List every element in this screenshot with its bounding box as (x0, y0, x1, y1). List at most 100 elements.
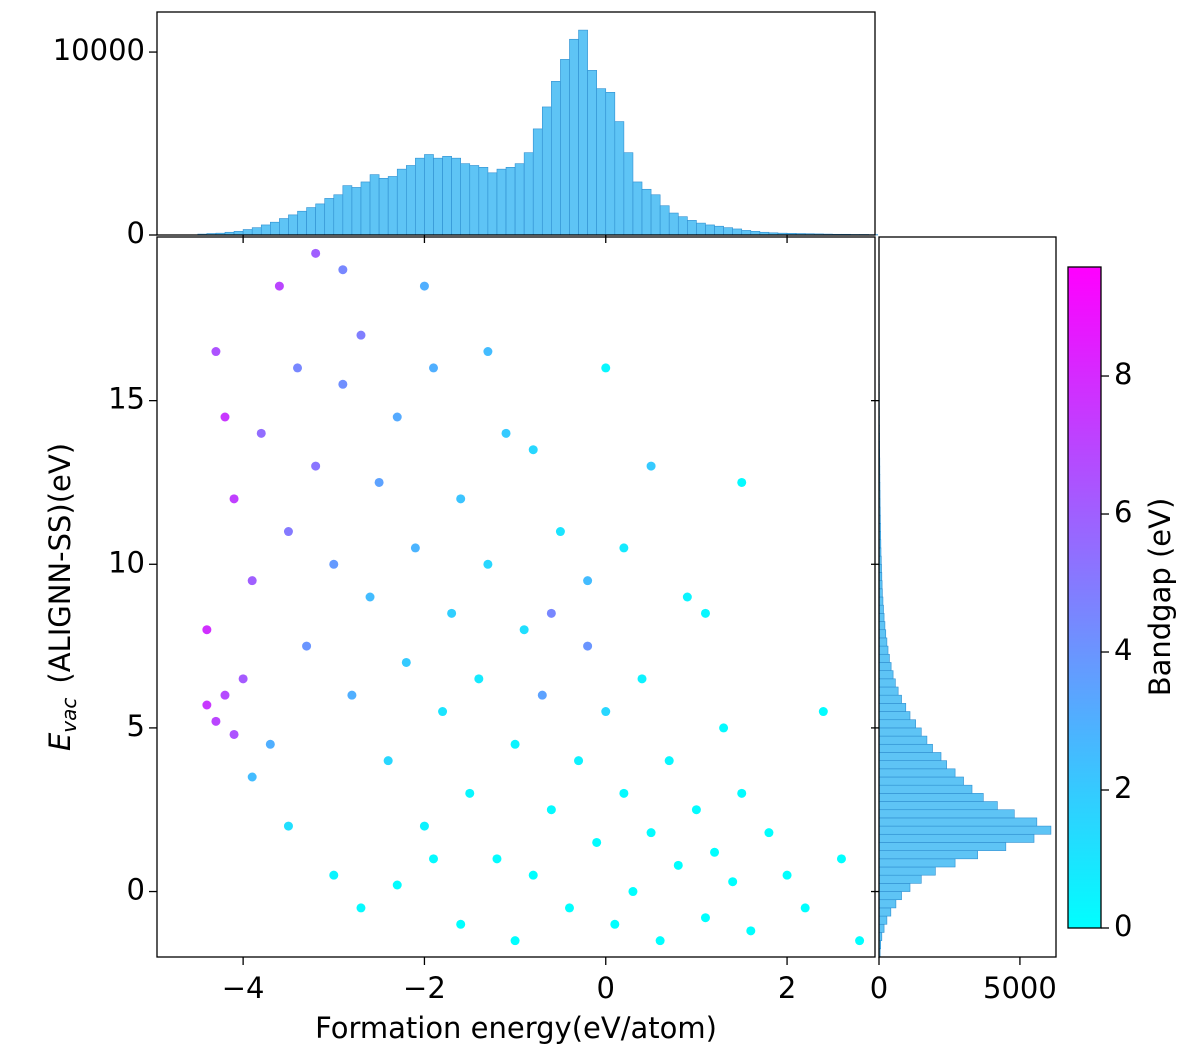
hist-bar (560, 59, 570, 236)
scatter-point (283, 821, 293, 831)
hist-bar (705, 224, 715, 236)
scatter-point (619, 543, 629, 553)
hist-bar (878, 743, 933, 753)
hist-bar (242, 229, 253, 236)
scatter-point (220, 690, 230, 700)
hist-bar (878, 825, 1052, 835)
hist-bar (687, 220, 697, 236)
hist-bar (723, 227, 733, 236)
scatter-point (528, 445, 538, 455)
scatter-point (510, 739, 520, 749)
hist-bar (632, 181, 643, 236)
hist-bar (387, 176, 398, 236)
y-label-text: (ALIGNN-SS)(eV) (43, 443, 77, 684)
colorbar-label: Bandgap (eV) (1143, 498, 1177, 697)
hist-bar (878, 833, 1035, 843)
hist-bar (251, 227, 262, 236)
scatter-point (465, 788, 475, 798)
scatter-point (574, 756, 584, 766)
scatter-point (583, 641, 593, 651)
scatter-point (419, 281, 429, 291)
scatter-point (592, 837, 602, 847)
axes-frame (878, 236, 1057, 958)
scatter-point (438, 707, 448, 717)
hist-bar (878, 776, 964, 786)
histogram (878, 302, 1052, 958)
scatter-point (383, 756, 393, 766)
colorbar-tick-label: 0 (1114, 909, 1132, 943)
hist-bar (378, 177, 389, 236)
y-tick-label: 0 (127, 216, 145, 250)
axes-frame (156, 236, 876, 958)
scatter-point (601, 707, 611, 717)
scatter-point (311, 461, 321, 471)
hist-bar (696, 222, 706, 236)
scatter-point (737, 788, 747, 798)
hist-bar (878, 842, 1007, 851)
scatter-point (211, 347, 221, 357)
scatter-point (619, 788, 629, 798)
scatter-point (637, 674, 647, 684)
hist-bar (878, 866, 936, 876)
scatter-point (691, 805, 701, 815)
scatter-point (429, 854, 439, 864)
hist-bar (605, 92, 616, 236)
scatter-point (410, 543, 420, 553)
hist-bar (505, 167, 516, 236)
y-label-symbol: E (43, 732, 77, 751)
colorbar-tick-label: 4 (1114, 633, 1132, 667)
scatter-point (655, 936, 665, 946)
scatter-point (265, 739, 275, 749)
hist-bar (878, 907, 892, 917)
scatter-point (483, 347, 493, 357)
scatter-point (682, 592, 692, 602)
hist-bar (741, 230, 752, 236)
hist-bar (433, 157, 443, 236)
hist-bar (297, 210, 307, 236)
hist-bar (270, 221, 280, 236)
scatter-point (202, 625, 212, 635)
y-tick-label: 0 (127, 873, 145, 907)
hist-bar (878, 711, 911, 721)
scatter-point (356, 903, 366, 913)
scatter-point (374, 477, 384, 487)
hist-bar (578, 29, 588, 236)
scatter-point (719, 723, 729, 733)
scatter-point (347, 690, 357, 700)
hist-bar (551, 81, 561, 236)
scatter-point (293, 363, 303, 373)
x-tick-label: −2 (403, 971, 446, 1005)
axes-frame (156, 11, 876, 236)
hist-bar (279, 218, 289, 236)
scatter-point (483, 559, 493, 569)
hist-bar (514, 163, 525, 236)
scatter-point (229, 494, 239, 504)
hist-bar (878, 858, 956, 868)
scatter-point (528, 870, 538, 880)
scatter-point (728, 877, 738, 887)
scatter-point (247, 576, 257, 586)
scatter-point (601, 363, 611, 373)
hist-bar (732, 228, 743, 236)
hist-bar (878, 915, 888, 925)
hist-bar (587, 70, 597, 236)
hist-bar (878, 637, 888, 647)
hist-bar (260, 224, 271, 236)
hist-bar (878, 678, 896, 688)
hist-bar (415, 157, 425, 236)
hist-bar (878, 891, 902, 901)
x-tick-label: 0 (870, 971, 888, 1005)
x-axis-label: Formation energy(eV/atom) (315, 1011, 717, 1045)
scatter-point (546, 608, 556, 618)
scatter-point (456, 494, 466, 504)
scatter-point (501, 428, 511, 438)
hist-bar (614, 121, 625, 236)
hist-bar (623, 152, 634, 236)
hist-bar (878, 694, 902, 704)
hist-bar (878, 621, 886, 631)
hist-bar (288, 214, 298, 236)
scatter-point (274, 281, 284, 291)
scatter-point (456, 919, 466, 929)
scatter-point (519, 625, 529, 635)
scatter-point (673, 860, 683, 870)
